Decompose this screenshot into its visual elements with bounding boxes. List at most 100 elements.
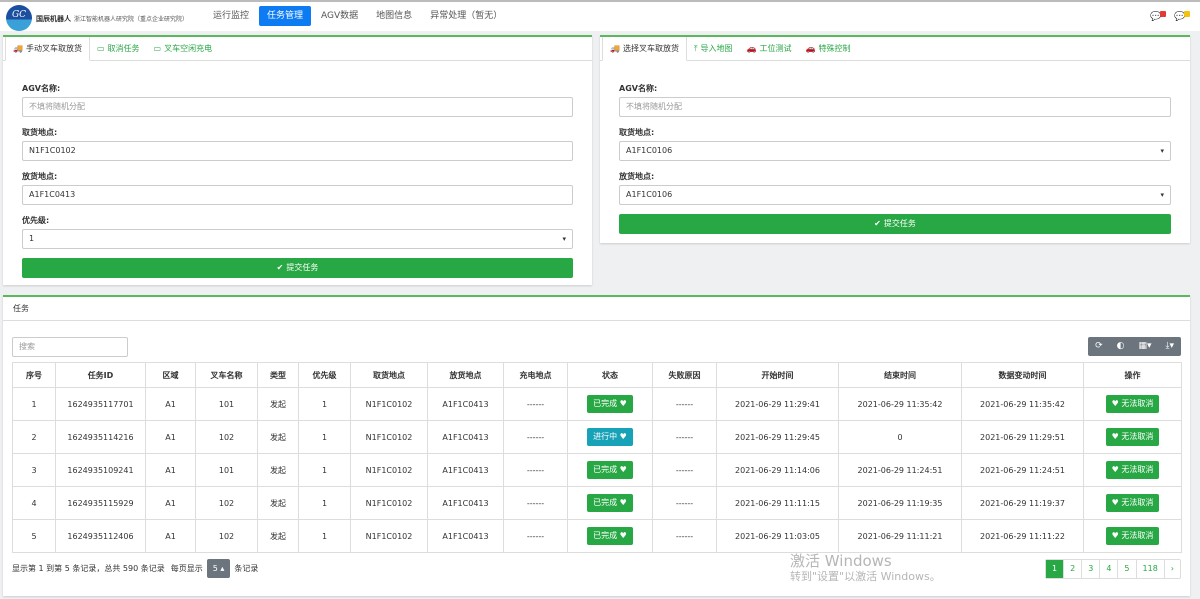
column-header[interactable]: 区域 [145, 362, 196, 388]
tab-1[interactable]: ⤒ 导入地图 [687, 37, 740, 60]
column-header[interactable]: 结束时间 [838, 362, 962, 388]
cancel-button[interactable]: ♥ 无法取消 [1105, 428, 1160, 446]
page-button[interactable]: 2 [1063, 560, 1081, 578]
export-icon[interactable]: ⤓▾ [1165, 341, 1175, 351]
heart-icon: ♥ [1111, 498, 1122, 507]
table-cell: A1 [145, 420, 196, 454]
status-badge: 已完成 ♥ [587, 461, 633, 479]
columns-icon[interactable]: ▦▾ [1138, 341, 1152, 351]
column-header[interactable]: 开始时间 [716, 362, 839, 388]
nav-item[interactable]: 地图信息 [376, 11, 413, 21]
column-header[interactable]: 取货地点 [350, 362, 428, 388]
tab-3[interactable]: 🚗 特殊控制 [798, 37, 857, 60]
records-summary: 显示第 1 到第 5 条记录，总共 590 条记录 [12, 564, 165, 573]
column-header[interactable]: 操作 [1083, 362, 1182, 388]
submit-button[interactable]: ✔ 提交任务 [22, 258, 573, 278]
table-cell: 0 [838, 420, 962, 454]
column-header[interactable]: 数据变动时间 [961, 362, 1084, 388]
cancel-label: 无法取消 [1121, 399, 1154, 408]
field-label: 优先级: [22, 216, 50, 225]
column-header[interactable]: 任务ID [55, 362, 146, 388]
nav-item[interactable]: AGV数据 [321, 11, 359, 21]
cancel-button[interactable]: ♥ 无法取消 [1105, 395, 1160, 413]
text-input[interactable]: 不填将随机分配 [619, 97, 1171, 117]
table-cell: N1F1C0102 [350, 519, 428, 553]
column-header[interactable]: 状态 [567, 362, 653, 388]
heart-icon: ♥ [617, 465, 627, 474]
heart-icon: ♥ [1111, 531, 1122, 540]
table-cell: 101 [195, 453, 258, 487]
field-label: AGV名称: [22, 84, 61, 93]
logo: GC [6, 5, 32, 31]
table-cell: 1 [298, 420, 351, 454]
column-header[interactable]: 充电地点 [503, 362, 568, 388]
status-text: 已完成 [593, 465, 618, 474]
heart-icon: ♥ [617, 399, 627, 408]
pagination: 1 2 3 4 5 118 › [1045, 559, 1181, 579]
table-cell: 1 [298, 519, 351, 553]
field-value: N1F1C0102 [29, 146, 76, 155]
refresh-icon[interactable]: ⟳ [1095, 341, 1103, 351]
tab-1[interactable]: ▭ 取消任务 [90, 37, 147, 60]
column-header[interactable]: 放货地点 [427, 362, 504, 388]
tasks-panel: 任务 搜索 ⟳ ◐ ▦▾ ⤓▾ 序号 任务ID 区域 叉车名称 类型 优先级 取货地点 放货地… [3, 295, 1190, 596]
pagination-info: 显示第 1 到第 5 条记录，总共 590 条记录 每页显示 5 ▴ 条记录 [12, 559, 258, 578]
table-cell: 101 [195, 387, 258, 421]
table-cell: ------ [652, 420, 717, 454]
table-cell: 4 [12, 486, 56, 520]
select-field[interactable]: A1F1C0106 ▾ [619, 141, 1171, 161]
nav-item[interactable]: 运行监控 [213, 11, 250, 21]
status-badge: 进行中 ♥ [587, 428, 633, 446]
search-input[interactable]: 搜索 [12, 337, 128, 357]
car-icon: 🚗 [805, 44, 816, 53]
page-button[interactable]: 3 [1081, 560, 1099, 578]
cancel-button[interactable]: ♥ 无法取消 [1105, 494, 1160, 512]
select-field[interactable]: 1 ▾ [22, 229, 573, 249]
page-button[interactable]: 5 [1117, 560, 1135, 578]
column-header[interactable]: 失败原因 [652, 362, 717, 388]
tab-0[interactable]: 🚚 手动叉车取放货 [5, 37, 90, 61]
field-label: AGV名称: [619, 84, 658, 93]
toggle-icon[interactable]: ◐ [1116, 341, 1125, 351]
table-cell: ------ [503, 453, 568, 487]
table-cell: ------ [652, 453, 717, 487]
page-button[interactable]: › [1163, 560, 1180, 578]
tab-label: 特殊控制 [818, 44, 851, 53]
tab-label: 叉车空闲充电 [164, 44, 213, 53]
cancel-label: 无法取消 [1121, 432, 1154, 441]
page-button[interactable]: 4 [1099, 560, 1117, 578]
cancel-label: 无法取消 [1121, 498, 1154, 507]
comment-icon[interactable]: 💬 [1174, 11, 1190, 23]
column-header[interactable]: 类型 [257, 362, 299, 388]
text-input[interactable]: N1F1C0102 [22, 141, 573, 161]
table-cell: 1624935115929 [55, 486, 146, 520]
status-badge: 已完成 ♥ [587, 527, 633, 545]
text-input[interactable]: 不填将随机分配 [22, 97, 573, 117]
tasks-table: 序号 任务ID 区域 叉车名称 类型 优先级 取货地点 放货地点 充电地点 状态 失败原因 开始时间结… [12, 362, 1182, 553]
table-cell: 已完成 ♥ [567, 519, 653, 553]
per-page-select[interactable]: 5 ▴ [206, 559, 231, 578]
cancel-button[interactable]: ♥ 无法取消 [1105, 527, 1160, 545]
tab-0[interactable]: 🚚 选择叉车取放货 [602, 37, 687, 61]
text-input[interactable]: A1F1C0413 [22, 185, 573, 205]
nav-item[interactable]: 任务管理 [259, 6, 312, 26]
tab-2[interactable]: 🚗 工位测试 [740, 37, 799, 60]
table-cell: ------ [652, 486, 717, 520]
cancel-label: 无法取消 [1121, 465, 1154, 474]
table-cell: ♥ 无法取消 [1083, 519, 1182, 553]
message-icon[interactable]: 💬 [1150, 11, 1166, 23]
column-header[interactable]: 叉车名称 [195, 362, 258, 388]
status-badge: 已完成 ♥ [587, 494, 633, 512]
nav-item[interactable]: 异常处理（暂无） [430, 11, 503, 21]
tasks-title: 任务 [3, 297, 1190, 321]
table-row: 2 1624935114216 A1 102 发起 1 N1F1C0102 A1F1C0413… [12, 420, 1182, 454]
table-cell: 1 [12, 387, 56, 421]
column-header[interactable]: 优先级 [298, 362, 351, 388]
submit-button[interactable]: ✔ 提交任务 [619, 214, 1171, 234]
column-header[interactable]: 序号 [12, 362, 56, 388]
page-button[interactable]: 1 [1046, 560, 1064, 578]
select-field[interactable]: A1F1C0106 ▾ [619, 185, 1171, 205]
tab-2[interactable]: ▭ 叉车空闲充电 [147, 37, 220, 60]
page-button[interactable]: 118 [1135, 560, 1164, 578]
cancel-button[interactable]: ♥ 无法取消 [1105, 461, 1160, 479]
